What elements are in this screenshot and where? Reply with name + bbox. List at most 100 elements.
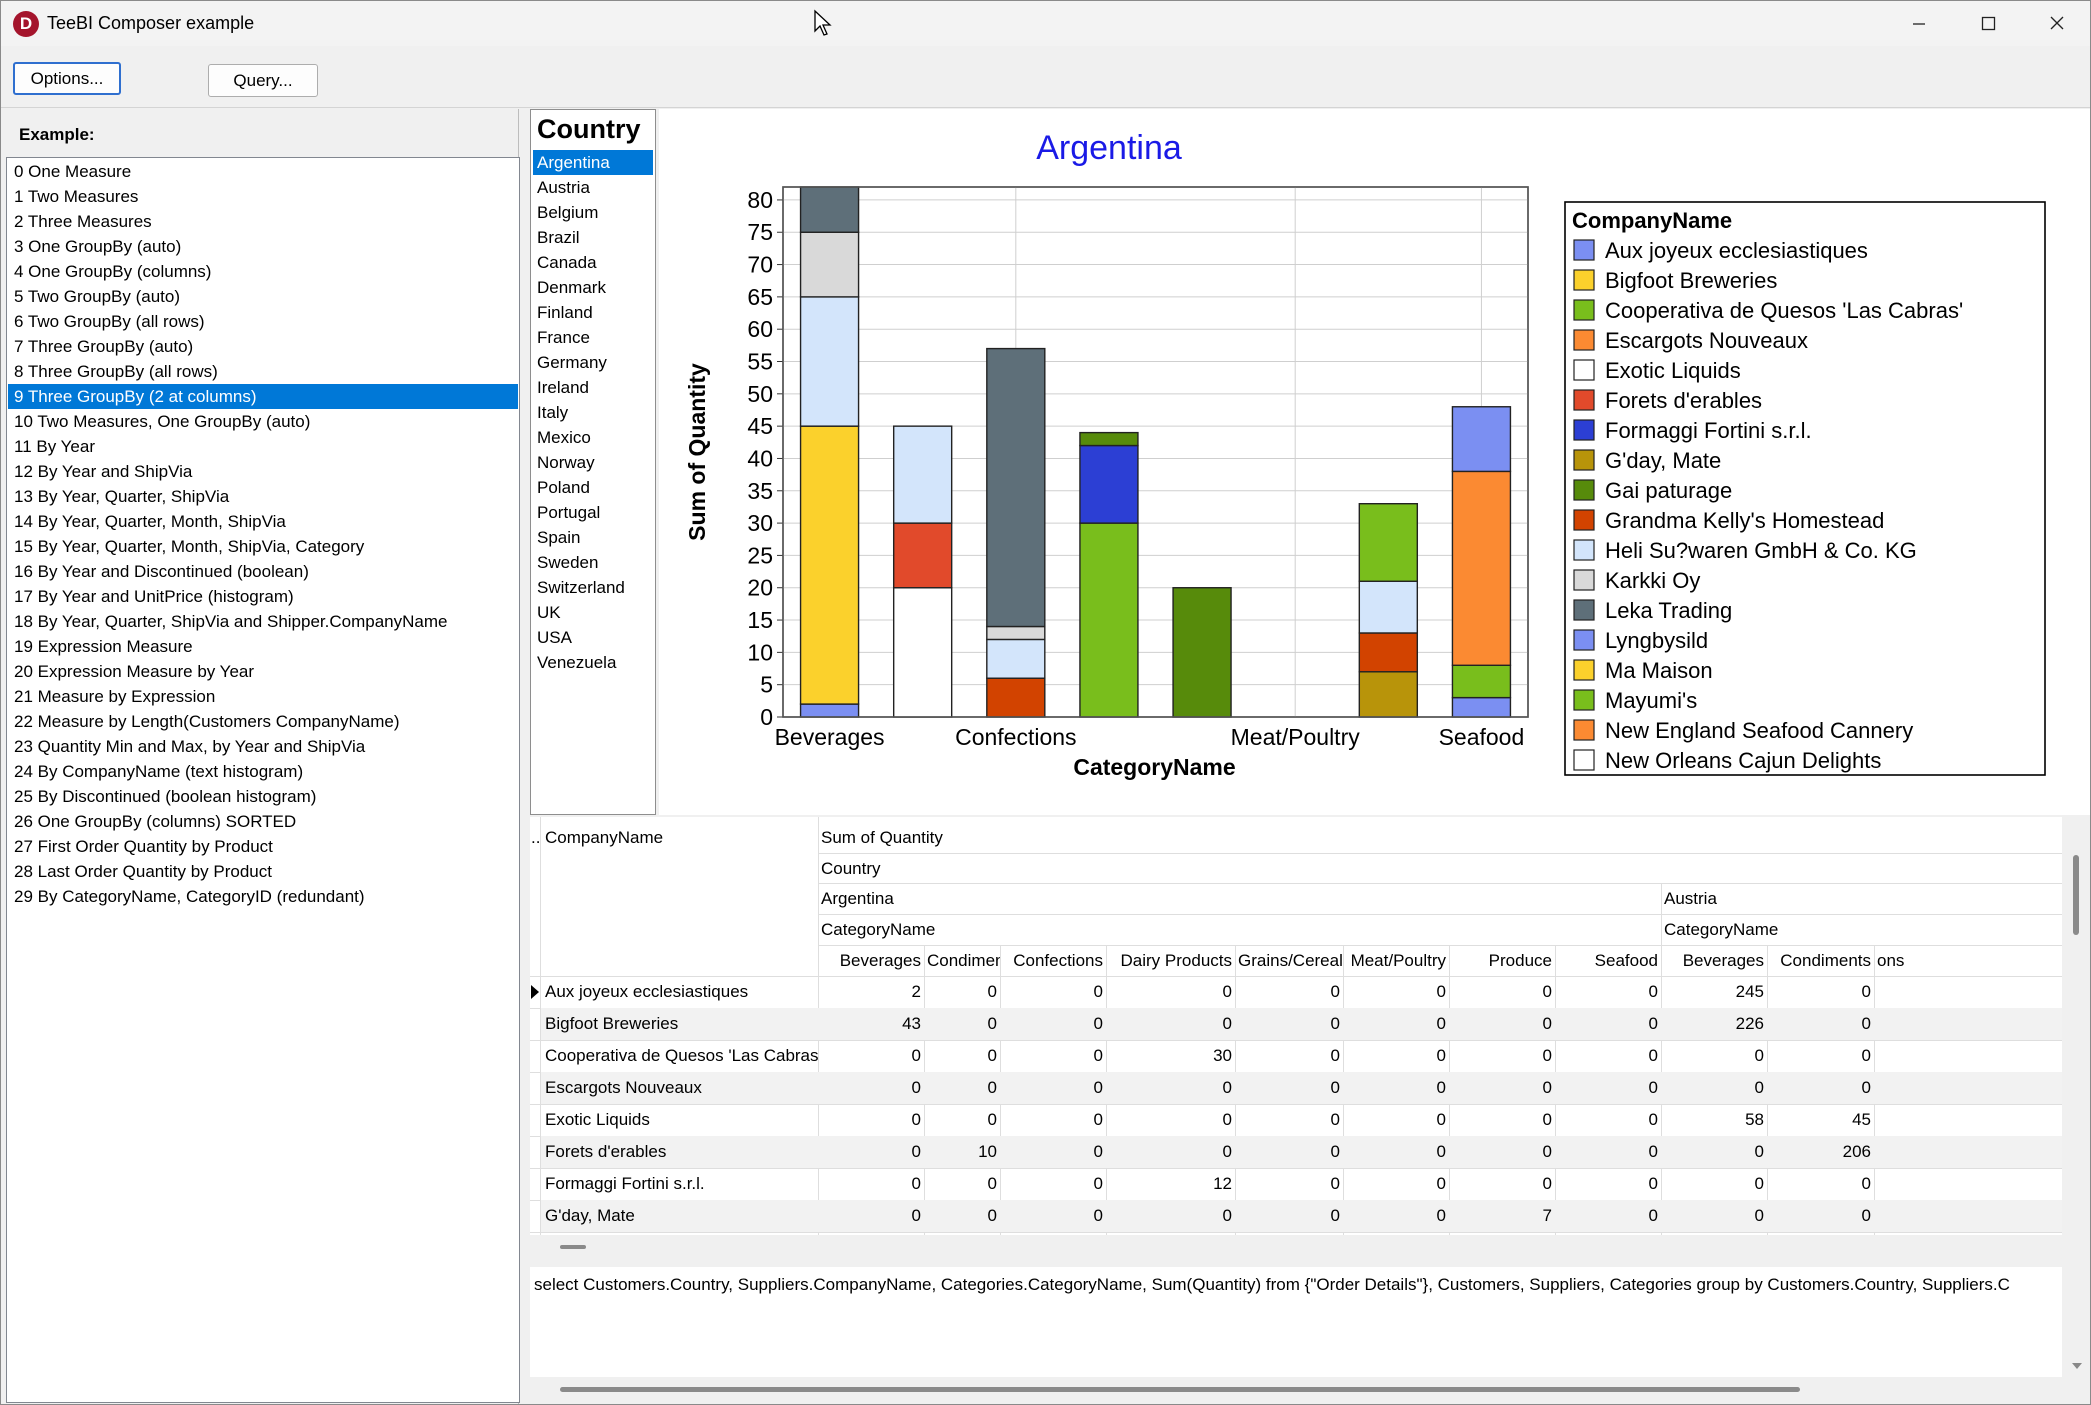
- table-cell[interactable]: 0: [1861, 1173, 1871, 1193]
- country-item[interactable]: Norway: [537, 453, 595, 472]
- table-cell[interactable]: 0: [987, 1205, 997, 1225]
- table-cell[interactable]: 206: [1842, 1141, 1871, 1161]
- table-cell[interactable]: 0: [1436, 1013, 1446, 1033]
- table-cell[interactable]: 0: [1093, 1045, 1103, 1065]
- example-item[interactable]: 22 Measure by Length(Customers CompanyNa…: [14, 712, 400, 731]
- close-button[interactable]: [2021, 1, 2090, 46]
- table-cell[interactable]: 0: [1222, 1109, 1232, 1129]
- country-item[interactable]: Poland: [537, 478, 590, 497]
- table-cell[interactable]: 0: [1754, 1045, 1764, 1065]
- table-cell[interactable]: 12: [1213, 1173, 1232, 1193]
- table-cell[interactable]: 0: [1648, 1077, 1658, 1097]
- table-cell[interactable]: 0: [1330, 1173, 1340, 1193]
- table-cell[interactable]: 0: [1436, 981, 1446, 1001]
- table-cell[interactable]: 0: [1648, 1045, 1658, 1065]
- example-item[interactable]: 7 Three GroupBy (auto): [14, 337, 194, 356]
- table-cell[interactable]: 2: [911, 981, 921, 1001]
- table-cell[interactable]: 0: [1542, 1141, 1552, 1161]
- example-item[interactable]: 21 Measure by Expression: [14, 687, 216, 706]
- table-cell[interactable]: 0: [1542, 981, 1552, 1001]
- country-item[interactable]: UK: [537, 603, 561, 622]
- country-item[interactable]: Mexico: [537, 428, 591, 447]
- table-cell[interactable]: 226: [1735, 1013, 1764, 1033]
- table-cell[interactable]: 0: [1330, 1205, 1340, 1225]
- example-item[interactable]: 11 By Year: [14, 437, 95, 456]
- example-item[interactable]: 12 By Year and ShipVia: [14, 462, 193, 481]
- table-cell[interactable]: 7: [1542, 1205, 1552, 1225]
- row-header[interactable]: Exotic Liquids: [545, 1109, 650, 1129]
- example-item[interactable]: 10 Two Measures, One GroupBy (auto): [14, 412, 311, 431]
- table-cell[interactable]: 0: [1330, 1141, 1340, 1161]
- table-cell[interactable]: 0: [1330, 1013, 1340, 1033]
- table-cell[interactable]: 0: [987, 1013, 997, 1033]
- country-item[interactable]: Italy: [537, 403, 569, 422]
- table-cell[interactable]: 0: [1648, 1173, 1658, 1193]
- example-item[interactable]: 6 Two GroupBy (all rows): [14, 312, 205, 331]
- example-item[interactable]: 13 By Year, Quarter, ShipVia: [14, 487, 230, 506]
- table-cell[interactable]: 0: [1093, 981, 1103, 1001]
- example-item[interactable]: 2 Three Measures: [14, 212, 152, 231]
- example-item[interactable]: 24 By CompanyName (text histogram): [14, 762, 304, 781]
- country-item[interactable]: France: [537, 328, 590, 347]
- example-item[interactable]: 15 By Year, Quarter, Month, ShipVia, Cat…: [14, 537, 365, 556]
- table-cell[interactable]: 0: [1093, 1109, 1103, 1129]
- table-cell[interactable]: 0: [1330, 1109, 1340, 1129]
- table-cell[interactable]: 0: [1330, 981, 1340, 1001]
- table-cell[interactable]: 0: [1222, 981, 1232, 1001]
- example-item[interactable]: 1 Two Measures: [14, 187, 139, 206]
- table-cell[interactable]: 0: [911, 1173, 921, 1193]
- example-item[interactable]: 20 Expression Measure by Year: [14, 662, 255, 681]
- example-item[interactable]: 29 By CategoryName, CategoryID (redundan…: [14, 887, 365, 906]
- country-item[interactable]: Brazil: [537, 228, 580, 247]
- sql-query-text[interactable]: select Customers.Country, Suppliers.Comp…: [530, 1267, 2062, 1377]
- country-item[interactable]: Venezuela: [537, 653, 617, 672]
- row-header[interactable]: Bigfoot Breweries: [545, 1013, 679, 1033]
- country-item[interactable]: Ireland: [537, 378, 589, 397]
- table-cell[interactable]: 0: [1093, 1141, 1103, 1161]
- table-cell[interactable]: 0: [1222, 1205, 1232, 1225]
- table-cell[interactable]: 0: [1436, 1109, 1446, 1129]
- table-cell[interactable]: 0: [1861, 1013, 1871, 1033]
- table-cell[interactable]: 0: [987, 1109, 997, 1129]
- grid-horizontal-scrollbar[interactable]: [530, 1237, 2062, 1257]
- example-item[interactable]: 17 By Year and UnitPrice (histogram): [14, 587, 294, 606]
- table-cell[interactable]: 0: [1648, 1205, 1658, 1225]
- example-item[interactable]: 27 First Order Quantity by Product: [14, 837, 273, 856]
- table-cell[interactable]: 58: [1745, 1109, 1764, 1129]
- table-cell[interactable]: 0: [1436, 1045, 1446, 1065]
- maximize-button[interactable]: [1953, 1, 2023, 46]
- example-item[interactable]: 28 Last Order Quantity by Product: [14, 862, 272, 881]
- table-cell[interactable]: 0: [1542, 1109, 1552, 1129]
- table-cell[interactable]: 0: [1861, 981, 1871, 1001]
- table-cell[interactable]: 0: [1093, 1077, 1103, 1097]
- country-item[interactable]: Switzerland: [537, 578, 625, 597]
- table-cell[interactable]: 0: [911, 1205, 921, 1225]
- country-item[interactable]: Denmark: [537, 278, 606, 297]
- table-cell[interactable]: 10: [978, 1141, 997, 1161]
- table-cell[interactable]: 0: [1861, 1077, 1871, 1097]
- table-cell[interactable]: 0: [1330, 1045, 1340, 1065]
- country-item[interactable]: Germany: [537, 353, 607, 372]
- table-cell[interactable]: 0: [1648, 1141, 1658, 1161]
- table-cell[interactable]: 30: [1213, 1045, 1232, 1065]
- row-header[interactable]: Escargots Nouveaux: [545, 1077, 702, 1097]
- table-cell[interactable]: 0: [1093, 1173, 1103, 1193]
- country-item[interactable]: Spain: [537, 528, 581, 547]
- example-item[interactable]: 18 By Year, Quarter, ShipVia and Shipper…: [14, 612, 448, 631]
- country-item[interactable]: Sweden: [537, 553, 599, 572]
- table-cell[interactable]: 0: [1542, 1013, 1552, 1033]
- example-item[interactable]: 4 One GroupBy (columns): [14, 262, 212, 281]
- minimize-button[interactable]: [1883, 1, 1953, 46]
- table-cell[interactable]: 0: [1542, 1077, 1552, 1097]
- table-cell[interactable]: 0: [1222, 1013, 1232, 1033]
- row-header[interactable]: Forets d'erables: [545, 1141, 667, 1161]
- example-item[interactable]: 3 One GroupBy (auto): [14, 237, 182, 256]
- table-cell[interactable]: 0: [1222, 1077, 1232, 1097]
- country-item[interactable]: Austria: [537, 178, 590, 197]
- pivot-grid[interactable]: ...CompanyName Sum of Quantity Country Arge…: [530, 817, 2062, 1235]
- table-cell[interactable]: 0: [911, 1109, 921, 1129]
- country-item[interactable]: Portugal: [537, 503, 601, 522]
- example-item[interactable]: 14 By Year, Quarter, Month, ShipVia: [14, 512, 286, 531]
- example-item[interactable]: 9 Three GroupBy (2 at columns): [8, 384, 518, 409]
- example-item[interactable]: 16 By Year and Discontinued (boolean): [14, 562, 309, 581]
